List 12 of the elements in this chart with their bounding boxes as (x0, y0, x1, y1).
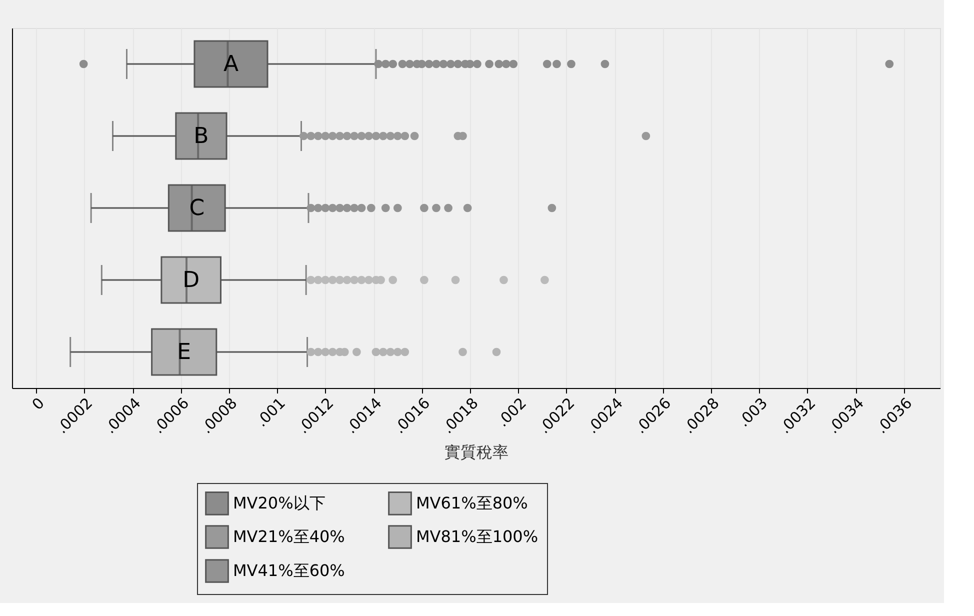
legend-label: MV41%至60% (233, 561, 345, 580)
legend-label: MV21%至40% (233, 527, 345, 546)
y-tick-label: B (194, 124, 209, 149)
x-axis-title: 實質稅率 (444, 442, 508, 462)
legend-label: MV81%至100% (416, 527, 538, 546)
x-tick-label: 0 (28, 394, 48, 414)
legend-label: MV20%以下 (233, 493, 326, 512)
y-tick-label: C (189, 196, 205, 221)
legend-label: MV61%至80% (416, 493, 528, 512)
y-tick-label: E (177, 340, 192, 365)
y-tick-label: A (223, 52, 239, 77)
y-tick-label: D (182, 268, 200, 293)
